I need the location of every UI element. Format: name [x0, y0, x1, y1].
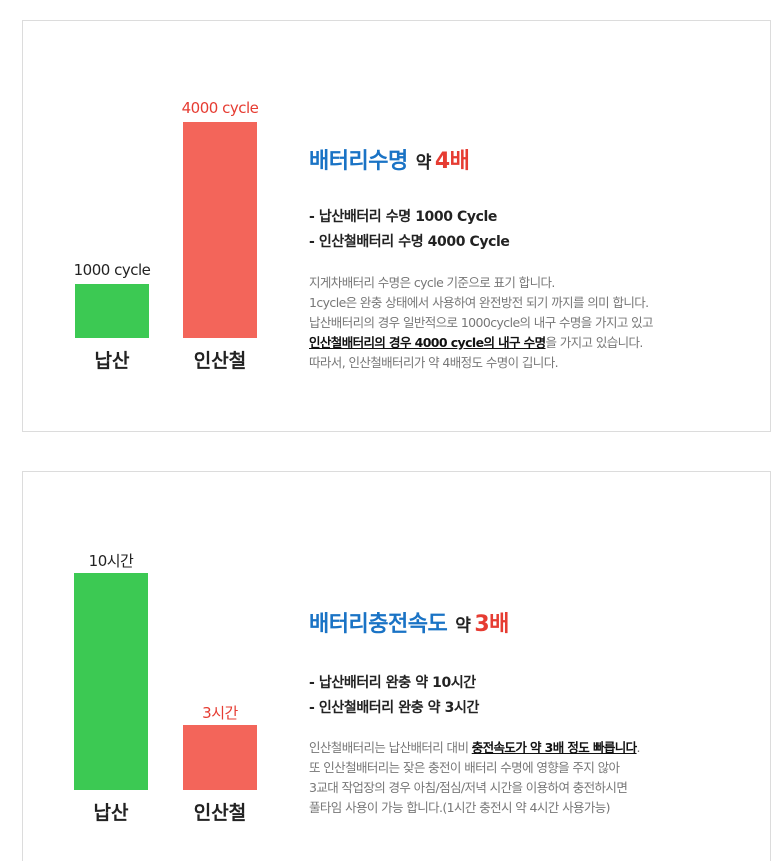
bar-value-label: 3시간 — [202, 704, 238, 722]
battery-life-panel: 1000 cycle 납산 4000 cycle 인산철 배터리수명 약 4배 - 납산배… — [22, 20, 771, 432]
charging-speed-text: 배터리충전속도 약 3배 - 납산배터리 완충 약 10시간 - 인산철배터리 완충… — [309, 472, 749, 861]
desc-text: 을 가지고 있습니다. — [545, 335, 643, 350]
bar-0 — [75, 284, 149, 338]
heading-about: 약 — [415, 153, 432, 173]
desc-line: 3교대 작업장의 경우 아침/점심/저녁 시간을 이용하여 충전하시면 — [309, 780, 628, 795]
desc-line: 납산배터리의 경우 일반적으로 1000cycle의 내구 수명을 가지고 있고 — [309, 315, 654, 330]
charging-speed-bullets: - 납산배터리 완충 약 10시간 - 인산철배터리 완충 약 3시간 — [309, 671, 479, 721]
category-label: 인산철 — [193, 802, 247, 824]
battery-life-description: 지게차배터리 수명은 cycle 기준으로 표기 합니다. 1cycle은 완충… — [309, 273, 654, 373]
battery-life-bullets: - 납산배터리 수명 1000 Cycle - 인산철배터리 수명 4000 C… — [309, 205, 510, 255]
bar-1 — [183, 725, 257, 790]
category-label: 인산철 — [193, 350, 247, 372]
heading-main: 배터리충전속도 — [309, 612, 448, 637]
battery-life-chart: 1000 cycle 납산 4000 cycle 인산철 — [23, 21, 305, 431]
bar-1 — [183, 122, 257, 338]
desc-emphasis: 인산철배터리의 경우 4000 cycle의 내구 수명 — [309, 335, 546, 350]
bullet-item: - 납산배터리 수명 1000 Cycle — [309, 209, 498, 225]
bullet-item: - 인산철배터리 수명 4000 Cycle — [309, 234, 510, 250]
bar-value-label: 1000 cycle — [73, 261, 151, 279]
desc-line: 풀타임 사용이 가능 합니다.(1시간 충전시 약 4시간 사용가능) — [309, 800, 611, 815]
desc-emphasis: 충전속도가 약 3배 정도 빠릅니다 — [471, 740, 637, 755]
category-label: 납산 — [94, 350, 130, 372]
bar-value-label: 4000 cycle — [181, 99, 259, 117]
desc-line: 인산철배터리의 경우 4000 cycle의 내구 수명을 가지고 있습니다. — [309, 333, 653, 353]
bullet-item: - 인산철배터리 완충 약 3시간 — [309, 700, 479, 716]
desc-line: 따라서, 인산철배터리가 약 4배정도 수명이 깁니다. — [309, 355, 559, 370]
charging-speed-description: 인산철배터리는 납산배터리 대비 충전속도가 약 3배 정도 빠릅니다. 또 인… — [309, 738, 641, 818]
category-label: 납산 — [93, 802, 129, 824]
heading-multiplier: 4배 — [434, 149, 470, 174]
bullet-item: - 납산배터리 완충 약 10시간 — [309, 675, 476, 691]
desc-text: 인산철배터리는 납산배터리 대비 — [309, 740, 472, 755]
desc-line: 1cycle은 완충 상태에서 사용하여 완전방전 되기 까지를 의미 합니다. — [309, 295, 649, 310]
charging-speed-heading: 배터리충전속도 약 3배 — [309, 606, 509, 638]
battery-life-heading: 배터리수명 약 4배 — [309, 143, 470, 175]
desc-line: 지게차배터리 수명은 cycle 기준으로 표기 합니다. — [309, 275, 555, 290]
heading-multiplier: 3배 — [474, 612, 509, 637]
bar-0 — [74, 573, 148, 790]
bar-value-label: 10시간 — [88, 552, 134, 570]
heading-main: 배터리수명 — [309, 149, 408, 174]
desc-line: 또 인산철배터리는 잦은 충전이 배터리 수명에 영향을 주지 않아 — [309, 760, 620, 775]
desc-text: . — [636, 740, 641, 755]
battery-life-text: 배터리수명 약 4배 - 납산배터리 수명 1000 Cycle - 인산철배터리 … — [309, 21, 749, 431]
heading-about: 약 — [455, 616, 471, 636]
desc-line: 인산철배터리는 납산배터리 대비 충전속도가 약 3배 정도 빠릅니다. — [309, 738, 641, 758]
